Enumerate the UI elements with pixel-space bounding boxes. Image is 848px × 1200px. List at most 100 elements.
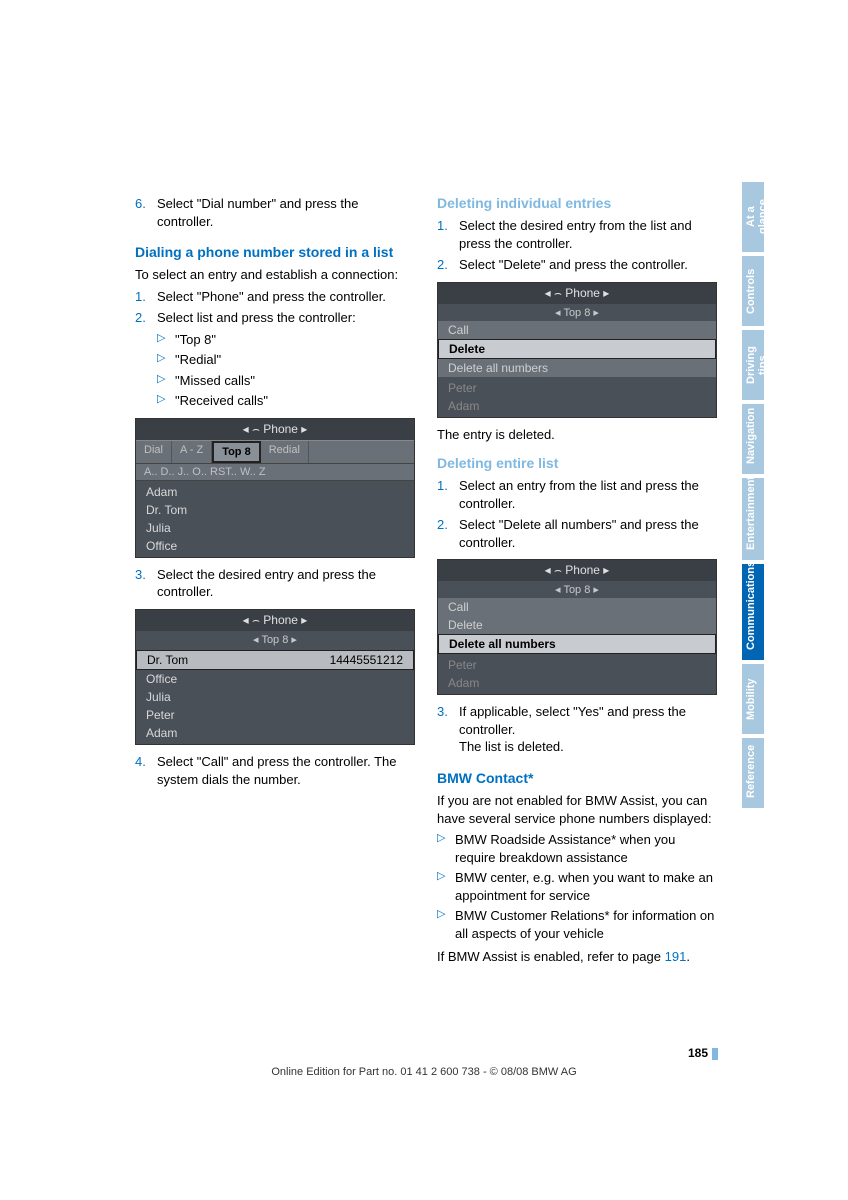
step-text: Select "Call" and press the controller. … [157,753,417,788]
triangle-icon: ▷ [437,831,455,866]
step-1: 1. Select "Phone" and press the controll… [135,288,417,306]
side-tab-navigation[interactable]: Navigation [742,404,764,474]
bullet-text: "Missed calls" [175,372,417,390]
menu-call: Call [438,598,716,616]
side-tab-entertainment[interactable]: Entertainment [742,478,764,560]
bullet-redial: ▷"Redial" [157,351,417,369]
step-6: 6. Select "Dial number" and press the co… [135,195,417,230]
idrive-item: Dr. Tom [136,501,414,519]
idrive-list: Peter Adam [438,377,716,417]
step-number: 2. [437,516,459,551]
step-text: Select "Dial number" and press the contr… [157,195,417,230]
bullet-text: BMW Customer Relations* for information … [455,907,719,942]
step-text: Select the desired entry from the list a… [459,217,719,252]
side-tab-communications[interactable]: Communications [742,564,764,660]
step-2b: 2. Select "Delete all numbers" and press… [437,516,719,551]
idrive-item: Julia [136,519,414,537]
idrive-tab-selected: Top 8 [212,441,261,463]
heading-bmw-contact: BMW Contact* [437,770,719,786]
idrive-screen-delete-all: ◂ ⌢ Phone ▸ ◂ Top 8 ▸ Call Delete Delete… [437,559,717,695]
bullet-text: "Redial" [175,351,417,369]
step-number: 1. [437,477,459,512]
triangle-icon: ▷ [157,372,175,390]
step-text: Select "Phone" and press the controller. [157,288,417,306]
contact-name: Dr. Tom [147,653,188,667]
triangle-icon: ▷ [157,351,175,369]
idrive-screen-phone-list: ◂ ⌢ Phone ▸ Dial A - Z Top 8 Redial A.. … [135,418,415,558]
idrive-screen-top8: ◂ ⌢ Phone ▸ ◂ Top 8 ▸ Dr. Tom 1444555121… [135,609,415,745]
idrive-menu: Call Delete Delete all numbers [438,321,716,377]
assist-note: If BMW Assist is enabled, refer to page … [437,948,719,966]
step-number: 1. [437,217,459,252]
idrive-tab: A - Z [172,441,212,463]
side-tab-driving-tips[interactable]: Driving tips [742,330,764,400]
step-number: 2. [437,256,459,274]
step-3b: 3. If applicable, select "Yes" and press… [437,703,719,756]
menu-call: Call [438,321,716,339]
step-text: Select "Delete all numbers" and press th… [459,516,719,551]
step-1: 1. Select the desired entry from the lis… [437,217,719,252]
heading-delete-individual: Deleting individual entries [437,195,719,211]
bullet-center: ▷BMW center, e.g. when you want to make … [437,869,719,904]
step-4: 4. Select "Call" and press the controlle… [135,753,417,788]
left-column: 6. Select "Dial number" and press the co… [135,195,417,970]
idrive-title: ◂ ⌢ Phone ▸ [136,610,414,631]
idrive-item: Office [136,670,414,688]
side-tab-mobility[interactable]: Mobility [742,664,764,734]
idrive-item: Peter [438,379,716,397]
idrive-alpha-row: A.. D.. J.. O.. RST.. W.. Z [136,464,414,481]
step-number: 4. [135,753,157,788]
idrive-item: Adam [438,674,716,692]
step-text: Select "Delete" and press the controller… [459,256,719,274]
triangle-icon: ▷ [437,907,455,942]
step-2: 2. Select list and press the controller: [135,309,417,327]
side-tab-at-a-glance[interactable]: At a glance [742,182,764,252]
bullet-text: BMW center, e.g. when you want to make a… [455,869,719,904]
idrive-menu: Call Delete Delete all numbers [438,598,716,654]
side-tab-reference[interactable]: Reference [742,738,764,808]
footer-text: Online Edition for Part no. 01 41 2 600 … [0,1066,848,1078]
idrive-tabs: Dial A - Z Top 8 Redial [136,440,414,464]
idrive-tab: Dial [136,441,172,463]
step-3: 3. Select the desired entry and press th… [135,566,417,601]
side-tabs: At a glance Controls Driving tips Navigatio… [742,182,764,808]
idrive-tab: Redial [261,441,309,463]
idrive-list: Peter Adam [438,654,716,694]
bullet-text: "Top 8" [175,331,417,349]
step-number: 6. [135,195,157,230]
step-text: Select list and press the controller: [157,309,417,327]
heading-delete-list: Deleting entire list [437,455,719,471]
idrive-list: Adam Dr. Tom Julia Office [136,481,414,557]
idrive-item: Office [136,537,414,555]
idrive-list: Dr. Tom 14445551212 Office Julia Peter A… [136,648,414,744]
idrive-item: Peter [438,656,716,674]
step-text: Select the desired entry and press the c… [157,566,417,601]
idrive-title: ◂ ⌢ Phone ▸ [438,283,716,304]
step-2: 2. Select "Delete" and press the control… [437,256,719,274]
step-text: If applicable, select "Yes" and press th… [459,703,719,756]
step-text: Select an entry from the list and press … [459,477,719,512]
idrive-item: Julia [136,688,414,706]
contact-number: 14445551212 [330,653,403,667]
page-link[interactable]: 191 [665,949,687,964]
idrive-item: Adam [438,397,716,415]
bullet-text: "Received calls" [175,392,417,410]
right-column: Deleting individual entries 1. Select th… [437,195,719,970]
page-content: 6. Select "Dial number" and press the co… [0,0,848,970]
menu-delete-selected: Delete [438,339,716,359]
idrive-item-selected: Dr. Tom 14445551212 [136,650,414,670]
side-tab-controls[interactable]: Controls [742,256,764,326]
bullet-received: ▷"Received calls" [157,392,417,410]
idrive-subhead: ◂ Top 8 ▸ [136,631,414,648]
idrive-screen-delete: ◂ ⌢ Phone ▸ ◂ Top 8 ▸ Call Delete Delete… [437,282,717,418]
step-number: 2. [135,309,157,327]
menu-delete-all-selected: Delete all numbers [438,634,716,654]
heading-dialing: Dialing a phone number stored in a list [135,244,417,260]
idrive-item: Peter [136,706,414,724]
idrive-title: ◂ ⌢ Phone ▸ [438,560,716,581]
bullet-top8: ▷"Top 8" [157,331,417,349]
bullet-relations: ▷BMW Customer Relations* for information… [437,907,719,942]
menu-delete: Delete [438,616,716,634]
triangle-icon: ▷ [437,869,455,904]
idrive-subhead: ◂ Top 8 ▸ [438,581,716,598]
